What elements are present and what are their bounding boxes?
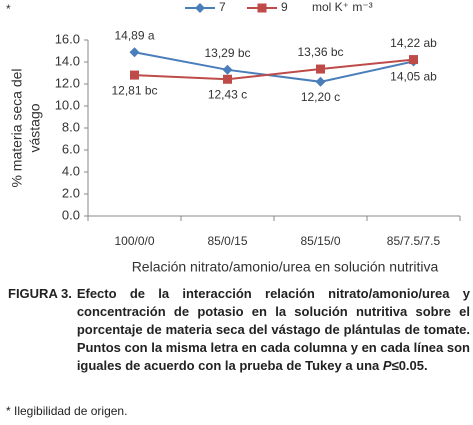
y-tick-label: 14.0 bbox=[55, 53, 80, 68]
y-tick-label: 8.0 bbox=[62, 119, 80, 134]
x-tick-label: 85/7.5/7.5 bbox=[387, 234, 441, 248]
y-tick-label: 4.0 bbox=[62, 163, 80, 178]
legend-label: 9 bbox=[281, 0, 288, 14]
series-line bbox=[134, 51, 414, 83]
x-tick-label: 85/15/0 bbox=[300, 234, 340, 248]
point bbox=[316, 64, 325, 74]
point bbox=[223, 74, 232, 84]
y-tick-label: 16.0 bbox=[55, 31, 80, 46]
chart: * 0.0 2.0 4.0 6.0 8.0 10.0 12.0 14.0 16.0 100/0/0… bbox=[6, 0, 461, 275]
point bbox=[222, 64, 233, 75]
series-line bbox=[134, 58, 414, 81]
y-tick-label: 12.0 bbox=[55, 75, 80, 90]
footnote: * Ilegibilidad de origen. bbox=[6, 404, 128, 418]
legend-marker bbox=[257, 3, 267, 13]
caption-body: Efecto de la interacción relación nitrat… bbox=[76, 286, 470, 373]
caption-tail: ≤0.05. bbox=[391, 358, 428, 373]
caption: FIGURA 3. Efecto de la interacción relac… bbox=[8, 285, 470, 375]
y-tick-label: 0.0 bbox=[62, 207, 80, 222]
data-label: 14,05 ab bbox=[390, 70, 437, 84]
x-tick-label: 85/0/15 bbox=[207, 234, 247, 248]
data-label: 12,43 c bbox=[208, 87, 247, 101]
y-axis-label: % materia seca del bbox=[9, 68, 25, 187]
caption-text: Efecto de la interacción relación nitrat… bbox=[77, 285, 470, 375]
data-label: 13,36 bc bbox=[297, 45, 343, 59]
legend-unit: mol K⁺ m⁻³ bbox=[312, 0, 373, 14]
x-tick-label: 100/0/0 bbox=[114, 234, 154, 248]
point bbox=[409, 55, 418, 65]
caption-italic: P bbox=[382, 358, 392, 373]
data-label: 14,22 ab bbox=[390, 36, 437, 50]
y-tick-label: 6.0 bbox=[62, 141, 80, 156]
y-axis-label: vástago bbox=[27, 103, 43, 152]
data-label: 12,20 c bbox=[301, 90, 340, 104]
point bbox=[130, 70, 139, 80]
legend-marker bbox=[195, 3, 205, 13]
point bbox=[129, 47, 140, 58]
caption-label: FIGURA 3. bbox=[8, 286, 72, 301]
data-label: 14,89 a bbox=[114, 28, 154, 42]
data-label: 13,29 bc bbox=[204, 46, 250, 60]
y-tick-label: 10.0 bbox=[55, 97, 80, 112]
x-axis-label: Relación nitrato/amonio/urea en solución… bbox=[132, 259, 439, 275]
y-tick-label: 2.0 bbox=[62, 185, 80, 200]
legend-label: 7 bbox=[219, 0, 226, 14]
marker: * bbox=[6, 2, 11, 16]
point bbox=[315, 76, 326, 87]
data-label: 12,81 bc bbox=[111, 83, 157, 97]
